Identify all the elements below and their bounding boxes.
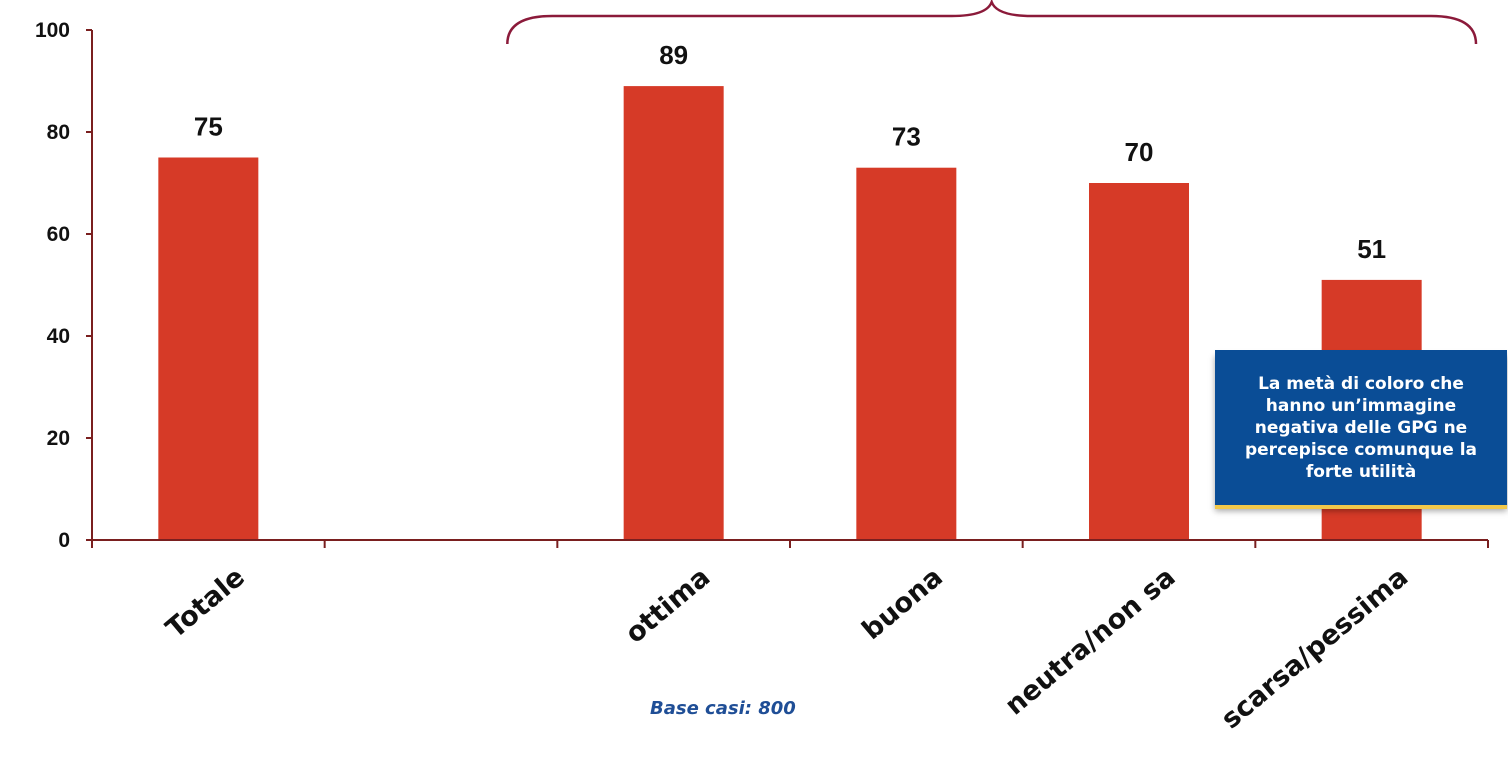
annotation-callout: La metà di coloro che hanno un’immagine … bbox=[1215, 350, 1507, 505]
y-axis: 0 20 40 60 80 100 bbox=[35, 19, 93, 552]
callout-text: La metà di coloro che hanno un’immagine … bbox=[1244, 373, 1478, 482]
x-tick-label: ottima bbox=[620, 562, 717, 650]
data-label: 75 bbox=[194, 112, 223, 142]
y-tick-label: 40 bbox=[47, 325, 70, 348]
y-tick-label: 60 bbox=[47, 223, 70, 246]
data-labels: 75 89 73 70 51 bbox=[194, 40, 1386, 264]
group-brace bbox=[506, 0, 1478, 45]
data-label: 70 bbox=[1125, 137, 1154, 167]
y-tick-label: 0 bbox=[58, 529, 70, 552]
x-tick-label: buona bbox=[856, 562, 948, 647]
data-label: 89 bbox=[659, 40, 688, 70]
bar bbox=[158, 157, 259, 540]
bar bbox=[856, 167, 957, 540]
y-tick-label: 80 bbox=[47, 121, 70, 144]
data-label: 51 bbox=[1357, 234, 1386, 264]
y-tick-label: 100 bbox=[35, 19, 70, 42]
bar bbox=[623, 86, 724, 540]
x-axis bbox=[91, 539, 1489, 548]
data-label: 73 bbox=[892, 122, 921, 152]
x-tick-label: Totale bbox=[160, 562, 250, 645]
base-footnote: Base casi: 800 bbox=[650, 698, 796, 719]
x-tick-label: scarsa/pessima bbox=[1216, 562, 1415, 736]
bar bbox=[1089, 183, 1189, 540]
y-tick-label: 20 bbox=[47, 427, 70, 450]
x-tick-label: neutra/non sa bbox=[999, 562, 1181, 722]
